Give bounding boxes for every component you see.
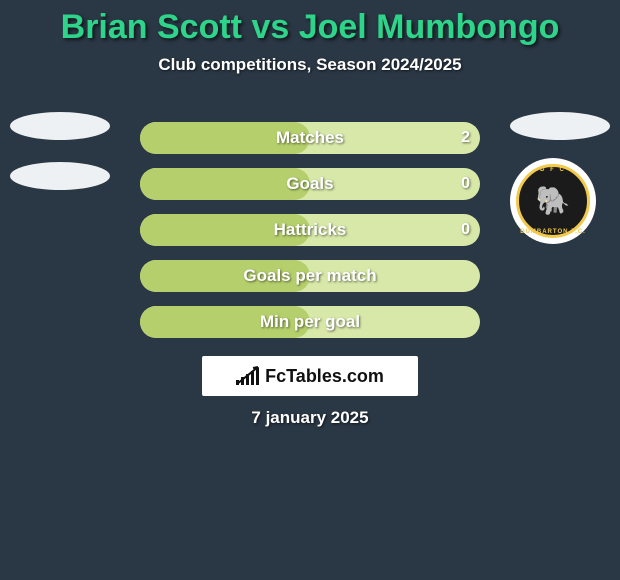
stat-label: Goals per match <box>140 260 480 292</box>
club-badge-initials: D F C <box>519 167 587 173</box>
footer-date: 7 january 2025 <box>0 408 620 428</box>
stat-label: Min per goal <box>140 306 480 338</box>
stat-label: Goals <box>140 168 480 200</box>
player-left-club-placeholder <box>10 162 110 190</box>
stat-label: Matches <box>140 122 480 154</box>
stat-row: Matches2 <box>140 122 480 154</box>
player-left-avatar-placeholder <box>10 112 110 140</box>
club-badge-name: DUMBARTON F.C. <box>519 229 587 235</box>
elephant-icon: 🐘 <box>536 187 571 215</box>
stats-bars: Matches2Goals0Hattricks0Goals per matchM… <box>140 122 480 352</box>
subtitle: Club competitions, Season 2024/2025 <box>0 55 620 75</box>
watermark: FcTables.com <box>202 356 418 396</box>
player-right-club-badge: D F C 🐘 DUMBARTON F.C. <box>510 158 596 244</box>
stat-value-right: 0 <box>461 168 470 200</box>
stat-row: Goals0 <box>140 168 480 200</box>
player-left-avatar-group <box>10 112 110 212</box>
stat-value-right: 0 <box>461 214 470 246</box>
club-badge-ring: D F C 🐘 DUMBARTON F.C. <box>516 164 590 238</box>
chart-icon <box>236 367 259 385</box>
watermark-text: FcTables.com <box>265 366 384 387</box>
player-right-avatar-placeholder <box>510 112 610 140</box>
stat-row: Hattricks0 <box>140 214 480 246</box>
stat-row: Goals per match <box>140 260 480 292</box>
player-right-avatar-group: D F C 🐘 DUMBARTON F.C. <box>510 112 610 244</box>
stat-row: Min per goal <box>140 306 480 338</box>
page-title: Brian Scott vs Joel Mumbongo <box>0 0 620 47</box>
stat-value-right: 2 <box>461 122 470 154</box>
stat-label: Hattricks <box>140 214 480 246</box>
